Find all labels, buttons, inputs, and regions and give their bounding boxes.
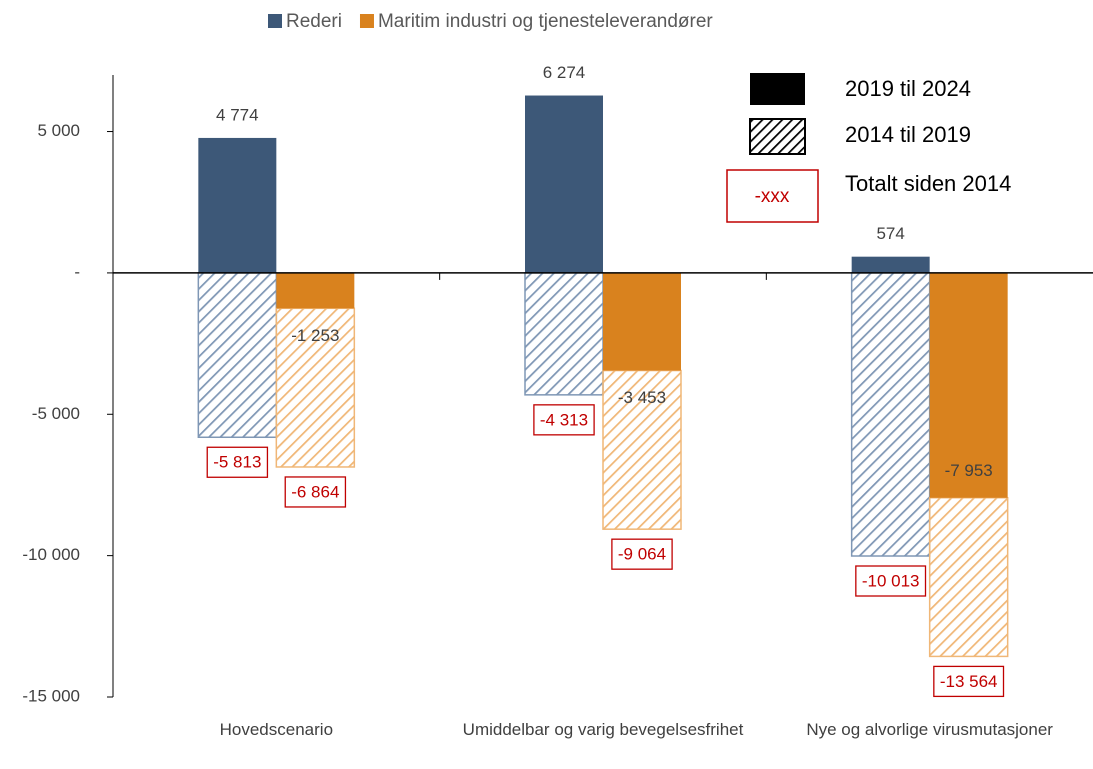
total-label: -4 313 [540, 410, 588, 429]
x-tick-label: Hovedscenario [219, 720, 334, 739]
total-box [284, 476, 347, 508]
value-label: 6 274 [543, 63, 586, 82]
y-tick-label: -5 000 [32, 404, 80, 423]
total-label: -13 564 [940, 672, 998, 691]
legend-label: Maritim industri og tjenesteleverandører [378, 11, 713, 32]
y-tick-label: - [74, 262, 80, 281]
hatched-bar [275, 307, 356, 468]
legend-swatch [359, 14, 374, 28]
value-label: -3 453 [618, 388, 666, 407]
legend-label: 2014 til 2019 [845, 122, 971, 147]
total-label: -9 064 [618, 545, 666, 564]
bar [525, 95, 603, 273]
total-label: -5 813 [213, 453, 261, 472]
legend-box-swatch [726, 169, 819, 223]
hatched-bar [602, 369, 682, 530]
value-label: -7 953 [945, 461, 993, 480]
total-box [206, 446, 269, 478]
x-tick-label: Nye og alvorlige virusmutasjoner [806, 720, 1053, 739]
total-box [933, 665, 1005, 698]
y-tick-label: -10 000 [22, 545, 80, 564]
total-label: -10 013 [862, 571, 920, 590]
hatched-bar [197, 272, 278, 439]
x-tick-label: Umiddelbar og varig bevegelsesfrihet [462, 720, 744, 739]
legend-solid-swatch [750, 73, 805, 105]
total-label: -6 864 [291, 482, 339, 501]
value-label: 4 774 [216, 105, 259, 124]
bar [851, 256, 930, 273]
legend-label: 2019 til 2024 [845, 76, 971, 101]
legend-label: Totalt siden 2014 [845, 171, 1011, 196]
value-label: -1 253 [291, 326, 339, 345]
y-tick-label: 5 000 [37, 121, 80, 140]
bar [929, 272, 1008, 498]
bar [276, 272, 355, 309]
y-tick-label: -15 000 [22, 686, 80, 705]
bar [198, 137, 277, 273]
hatched-bar [850, 272, 931, 557]
value-label: 574 [876, 224, 904, 243]
total-box [533, 404, 595, 436]
total-box [855, 565, 927, 597]
hatched-bar [524, 272, 604, 396]
legend-box-text: -xxx [755, 186, 790, 207]
legend-label: Rederi [286, 11, 342, 32]
legend-swatch [268, 14, 282, 28]
bar [603, 272, 681, 371]
legend-hatched-swatch [749, 118, 806, 155]
hatched-bar [928, 497, 1009, 658]
total-box [611, 538, 673, 570]
